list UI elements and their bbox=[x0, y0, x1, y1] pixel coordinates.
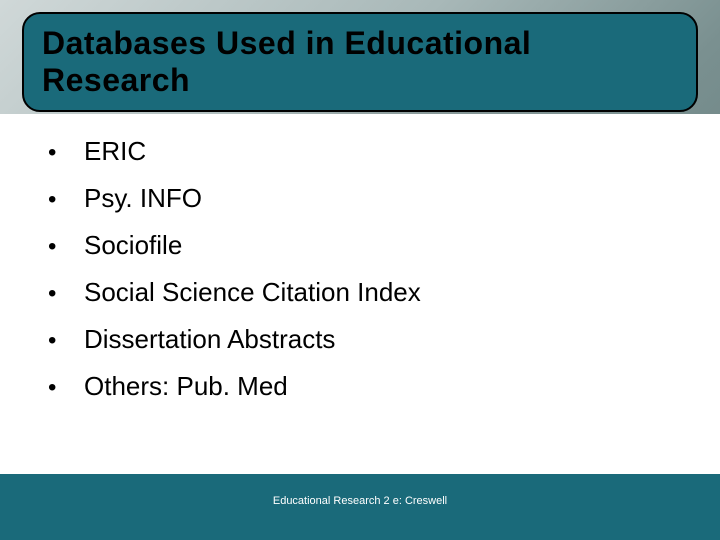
bullet-text: Psy. INFO bbox=[84, 181, 202, 216]
title-bar: Databases Used in Educational Research bbox=[22, 12, 698, 112]
bullet-icon: • bbox=[48, 235, 84, 259]
list-item: • ERIC bbox=[48, 134, 690, 169]
list-item: • Others: Pub. Med bbox=[48, 369, 690, 404]
slide: Databases Used in Educational Research •… bbox=[0, 0, 720, 540]
bullet-text: Dissertation Abstracts bbox=[84, 322, 335, 357]
bullet-text: Sociofile bbox=[84, 228, 182, 263]
bullet-icon: • bbox=[48, 188, 84, 212]
bullet-icon: • bbox=[48, 376, 84, 400]
bullet-icon: • bbox=[48, 282, 84, 306]
bullet-icon: • bbox=[48, 141, 84, 165]
bullet-text: Others: Pub. Med bbox=[84, 369, 288, 404]
footer-text: Educational Research 2 e: Creswell bbox=[0, 495, 720, 507]
bullet-list-container: • ERIC • Psy. INFO • Sociofile • Social … bbox=[48, 134, 690, 417]
bullet-text: ERIC bbox=[84, 134, 146, 169]
bullet-list: • ERIC • Psy. INFO • Sociofile • Social … bbox=[48, 134, 690, 405]
slide-title: Databases Used in Educational Research bbox=[42, 25, 678, 99]
list-item: • Sociofile bbox=[48, 228, 690, 263]
footer-bar: Educational Research 2 e: Creswell bbox=[0, 474, 720, 540]
bullet-text: Social Science Citation Index bbox=[84, 275, 421, 310]
list-item: • Dissertation Abstracts bbox=[48, 322, 690, 357]
list-item: • Social Science Citation Index bbox=[48, 275, 690, 310]
list-item: • Psy. INFO bbox=[48, 181, 690, 216]
bullet-icon: • bbox=[48, 329, 84, 353]
